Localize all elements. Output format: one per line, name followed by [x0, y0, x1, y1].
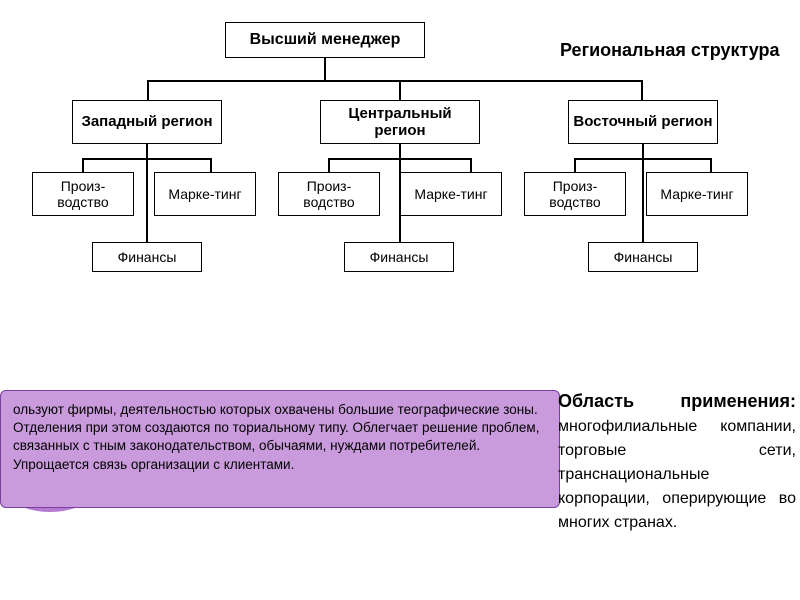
connector [574, 158, 576, 172]
purple-description-box: ользуют фирмы, деятельностью которых охв… [0, 390, 560, 508]
connector [146, 158, 148, 242]
structure-title: Региональная структура [560, 40, 780, 61]
connector [470, 158, 472, 172]
connector [324, 58, 326, 80]
connector [642, 144, 644, 158]
node-top-manager: Высший менеджер [225, 22, 425, 58]
node-dept-marketing-3: Марке-тинг [646, 172, 748, 216]
node-region-central: Центральный регион [320, 100, 480, 144]
connector [328, 158, 330, 172]
node-region-west: Западный регион [72, 100, 222, 144]
node-dept-marketing-1: Марке-тинг [154, 172, 256, 216]
purple-description-text: ользуют фирмы, деятельностью которых охв… [13, 402, 539, 472]
application-body: многофилиальные компании, торговые сети,… [558, 418, 796, 531]
node-dept-finance-1: Финансы [92, 242, 202, 272]
connector [82, 158, 84, 172]
node-dept-finance-3: Финансы [588, 242, 698, 272]
connector [147, 80, 643, 82]
org-chart-canvas: Региональная структура Высший менеджер З… [0, 0, 800, 600]
connector [710, 158, 712, 172]
connector [147, 80, 149, 100]
connector [210, 158, 212, 172]
connector [399, 144, 401, 158]
node-dept-production-3: Произ-водство [524, 172, 626, 216]
node-dept-marketing-2: Марке-тинг [400, 172, 502, 216]
connector [146, 144, 148, 158]
application-text-block: Область применения: многофилиальные комп… [558, 388, 796, 535]
node-dept-production-1: Произ-водство [32, 172, 134, 216]
node-region-east: Восточный регион [568, 100, 718, 144]
application-heading: Область применения: [558, 391, 796, 411]
connector [642, 158, 644, 242]
connector [641, 80, 643, 100]
node-dept-production-2: Произ-водство [278, 172, 380, 216]
connector [399, 80, 401, 100]
node-dept-finance-2: Финансы [344, 242, 454, 272]
